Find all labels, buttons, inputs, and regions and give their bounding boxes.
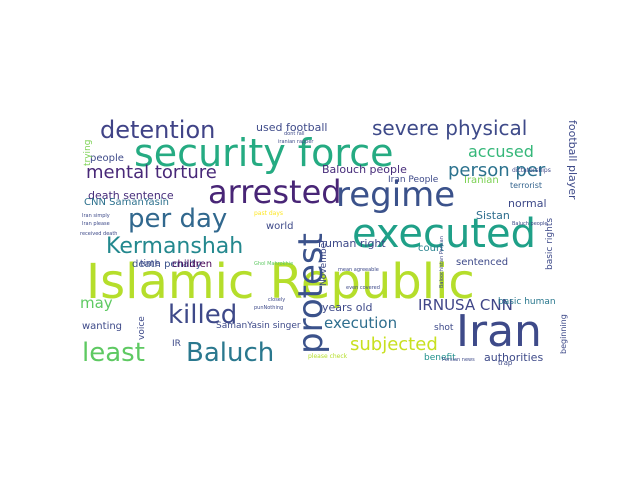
word-cloud-word: Baluch people [512, 221, 548, 227]
word-cloud-word: severe physical [372, 118, 528, 140]
word-cloud-word: wanting [82, 321, 123, 332]
word-cloud-word: IR [172, 339, 181, 349]
word-cloud-word: court [418, 243, 444, 254]
word-cloud-word: closely [268, 297, 286, 303]
word-cloud-word: used football [256, 121, 328, 134]
word-cloud-word: beginning [559, 314, 568, 354]
word-cloud-word: dictatorships [512, 167, 551, 174]
word-cloud-word: November [319, 239, 329, 286]
word-cloud-word: trying [83, 139, 93, 166]
word-cloud-word: executed [352, 211, 536, 257]
word-cloud-word: Persian news [442, 357, 475, 363]
word-cloud-word: normal [508, 197, 547, 210]
word-cloud-word: CNN SamanYasin [84, 197, 169, 208]
word-cloud-word: accused [468, 142, 534, 161]
word-cloud-word: basic human [498, 297, 556, 307]
word-cloud-word: punNothing [254, 305, 284, 311]
word-cloud-word: years old [322, 301, 373, 314]
word-cloud-word: Kermanshah [106, 234, 244, 259]
word-cloud-word: football player [566, 120, 579, 200]
word-cloud-word: subjected [350, 334, 438, 355]
word-cloud-word: per day [128, 204, 228, 234]
word-cloud-word: IRNUSA CNN [418, 296, 513, 314]
word-cloud-word: received death [80, 231, 118, 237]
word-cloud-word: shot [434, 323, 454, 333]
word-cloud-word: killed [168, 300, 238, 330]
word-cloud-word: mental torture [86, 162, 217, 183]
word-cloud-word: people [90, 153, 124, 164]
word-cloud-word: iranian rapper [278, 139, 314, 145]
word-cloud-word: Baluch [186, 338, 275, 368]
word-cloud-word: terrorist [510, 181, 543, 190]
word-cloud-word: Ghol Mahrokhie [254, 261, 294, 267]
word-cloud-word: Balouch people [322, 163, 407, 176]
word-cloud-word: execution [324, 314, 398, 332]
word-cloud-word: mean agreeable [338, 267, 379, 273]
word-cloud-word: SamanYasin singer [216, 321, 301, 331]
word-cloud-word: dont fall [284, 131, 305, 137]
word-cloud-word: Iran [456, 306, 542, 357]
word-cloud: Islamic Republic executed Iran security … [80, 118, 582, 368]
word-cloud-word: person per [448, 160, 546, 181]
word-cloud-word: trap [498, 359, 513, 367]
word-cloud-word: Sistan [476, 209, 510, 222]
word-cloud-word: regime [336, 175, 456, 215]
word-cloud-word: sentenced [456, 257, 509, 268]
word-cloud-word: past days [254, 210, 284, 217]
word-cloud-word: time [140, 259, 161, 269]
word-cloud-word: benefit [424, 353, 456, 363]
word-cloud-word: death penalty [132, 259, 202, 270]
word-cloud-word: security force [134, 131, 394, 175]
word-cloud-word: human right [318, 237, 386, 250]
word-cloud-word: Iran please [82, 221, 110, 227]
word-cloud-word: Iranian [464, 175, 499, 186]
word-cloud-word: children [172, 259, 213, 270]
word-cloud-word: Iran People [388, 175, 439, 185]
word-cloud-word: least [82, 338, 145, 368]
word-cloud-word: may [80, 294, 113, 312]
word-cloud-word: voice [137, 316, 147, 340]
word-cloud-word: even covered [346, 285, 380, 291]
word-cloud-word: world [266, 221, 294, 232]
word-cloud-word: authorities [484, 351, 544, 364]
word-cloud-word: Islamic Republic [86, 254, 475, 310]
word-cloud-word: please check [308, 353, 348, 360]
word-cloud-word: Baloochistan Persian [439, 236, 445, 288]
word-cloud-word: death sentence [88, 189, 174, 202]
word-cloud-word: arrested [208, 173, 342, 211]
word-cloud-word: detention [100, 118, 216, 144]
word-cloud-word: Iran simply [82, 213, 110, 219]
